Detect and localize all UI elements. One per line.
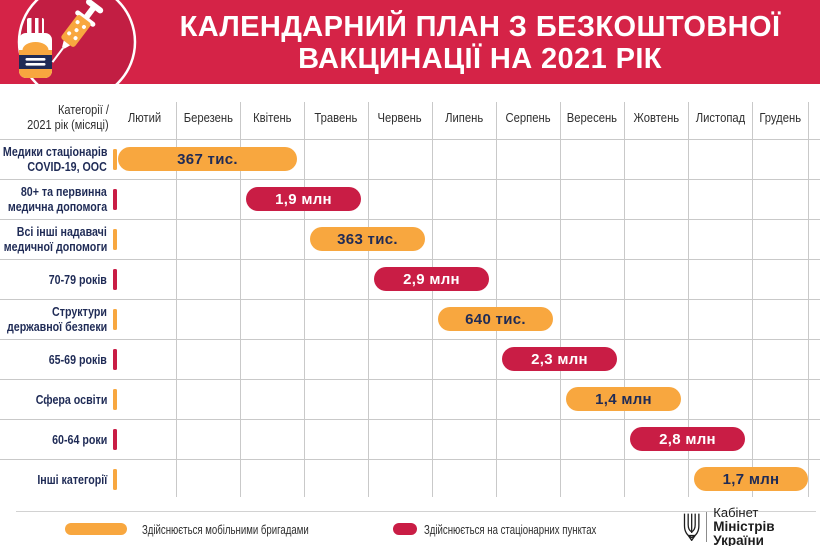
grid-hline xyxy=(0,459,820,460)
category-color-tick xyxy=(113,468,117,490)
category-color-tick xyxy=(113,348,117,370)
legend-swatch-stationary-icon xyxy=(393,523,418,535)
grid-hline xyxy=(0,259,820,260)
category-label-9: Інші категорії xyxy=(0,459,121,499)
legend-label-stationary: Здійснюється на стаціонарних пунктах xyxy=(424,521,597,537)
category-color-tick xyxy=(113,228,117,250)
month-header-10: Листопад xyxy=(695,111,745,125)
gantt-bar-9: 1,7 млн xyxy=(694,467,808,491)
page-title-line1: КАЛЕНДАРНИЙ ПЛАН З БЕЗКОШТОВНОЇ xyxy=(179,11,781,43)
category-color-tick xyxy=(113,188,117,210)
legend-item-mobile: Здійснюється мобільними бригадами xyxy=(65,522,367,537)
gantt-bar-5: 640 тис. xyxy=(438,307,553,331)
footer-divider xyxy=(16,511,816,512)
month-header-5: Червень xyxy=(377,111,423,125)
gantt-bar-8: 2,8 млн xyxy=(630,427,745,451)
grid-hline xyxy=(0,339,820,340)
month-header-8: Вересень xyxy=(566,111,618,125)
page-title: КАЛЕНДАРНИЙ ПЛАН З БЕЗКОШТОВНОЇ ВАКЦИНАЦ… xyxy=(140,11,820,75)
category-color-tick xyxy=(113,148,117,170)
gantt-bar-6: 2,3 млн xyxy=(502,347,617,371)
month-header-1: Лютий xyxy=(127,111,161,125)
legend-item-stationary: Здійснюється на стаціонарних пунктах xyxy=(393,522,657,537)
category-label-6: 65-69 років xyxy=(0,339,121,379)
gantt-bar-7: 1,4 млн xyxy=(566,387,681,411)
legend: Здійснюється мобільними бригадами Здійсн… xyxy=(65,521,657,537)
gantt-bar-4: 2,9 млн xyxy=(374,267,489,291)
logo-text-line1: Кабінет xyxy=(713,505,759,520)
logo-divider xyxy=(706,512,708,542)
grid-hline xyxy=(0,139,820,140)
category-color-tick xyxy=(113,428,117,450)
grid-hline xyxy=(0,419,820,420)
grid-hline xyxy=(0,219,820,220)
logo-text-line2: Міністрів України xyxy=(713,519,775,546)
month-header-2: Березень xyxy=(183,111,233,125)
grid-hline xyxy=(0,299,820,300)
category-color-tick xyxy=(113,268,117,290)
category-label-1: Медики стаціонарів COVID-19, ООС xyxy=(0,139,121,179)
vaccine-vial-syringe-icon xyxy=(17,0,137,84)
category-color-tick xyxy=(113,388,117,410)
header-banner: КАЛЕНДАРНИЙ ПЛАН З БЕЗКОШТОВНОЇ ВАКЦИНАЦ… xyxy=(0,0,820,84)
category-color-tick xyxy=(113,308,117,330)
month-header-7: Серпень xyxy=(505,111,551,125)
category-label-8: 60-64 роки xyxy=(0,419,121,459)
month-header-9: Жовтень xyxy=(633,111,679,125)
logo-text: Кабінет Міністрів України xyxy=(713,506,820,546)
page-title-line2: ВАКЦИНАЦІЇ НА 2021 РІК xyxy=(298,43,662,75)
category-label-5: Структури державної безпеки xyxy=(0,299,121,339)
category-label-7: Сфера освіти xyxy=(0,379,121,419)
gantt-bar-2: 1,9 млн xyxy=(246,187,361,211)
month-header-3: Квітень xyxy=(252,111,292,125)
month-header-6: Липень xyxy=(444,111,484,125)
grid-hline xyxy=(0,179,820,180)
category-label-2: 80+ та первинна медична допомога xyxy=(0,179,121,219)
legend-swatch-mobile-icon xyxy=(65,523,127,535)
kmu-logo: Кабінет Міністрів України xyxy=(682,506,820,546)
month-header-4: Травень xyxy=(314,111,358,125)
grid-hline xyxy=(0,379,820,380)
gantt-bar-3: 363 тис. xyxy=(310,227,425,251)
legend-label-mobile: Здійснюється мобільними бригадами xyxy=(142,521,309,537)
gantt-bar-1: 367 тис. xyxy=(118,147,297,171)
axis-corner-label: Категорії / 2021 рік (місяці) xyxy=(27,103,109,132)
category-label-4: 70-79 років xyxy=(0,259,121,299)
month-header-11: Грудень xyxy=(759,111,801,125)
category-label-3: Всі інші надавачі медичної допомоги xyxy=(0,219,121,259)
trident-icon xyxy=(683,513,700,542)
